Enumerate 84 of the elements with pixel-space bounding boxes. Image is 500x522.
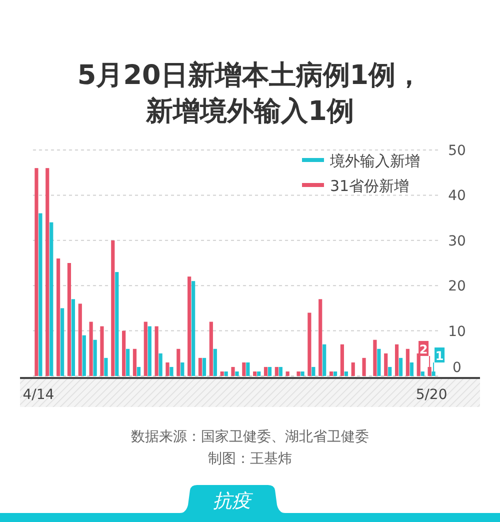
bar [82, 335, 86, 376]
bar [166, 362, 170, 376]
bar [312, 366, 316, 376]
bar [264, 366, 268, 376]
bar [188, 276, 192, 376]
bar [384, 353, 388, 376]
bar [71, 299, 76, 376]
bar [132, 348, 137, 376]
bar [93, 340, 97, 376]
bar [158, 353, 162, 376]
bar [60, 308, 64, 376]
bar [198, 358, 202, 376]
bar [274, 366, 278, 376]
bar [104, 358, 108, 376]
bar [100, 326, 104, 376]
text: 制图：王基炜 [208, 451, 292, 467]
bar [333, 371, 338, 376]
bar [340, 344, 344, 376]
bar [148, 326, 152, 376]
bar [351, 362, 355, 376]
bar [388, 366, 392, 376]
bar [144, 322, 148, 376]
legend-label: 境外输入新增 [329, 152, 420, 170]
bar [136, 366, 141, 376]
bar [46, 168, 50, 376]
bar [224, 371, 228, 376]
bar [300, 371, 304, 376]
bar [373, 340, 377, 376]
bar [394, 344, 399, 376]
bar [213, 348, 217, 376]
text: 抗疫 [213, 490, 254, 512]
y-tick-label: 40 [448, 188, 466, 204]
y-tick-label: 30 [448, 233, 466, 250]
x-tick-label: 5/20 [416, 387, 448, 403]
bar [242, 362, 246, 376]
bar [344, 371, 348, 376]
bar [322, 344, 326, 376]
bar [111, 240, 115, 376]
bar [78, 304, 82, 376]
bar [170, 366, 174, 376]
bar [398, 358, 403, 376]
bar [296, 371, 300, 376]
bar [231, 366, 235, 376]
y-tick-label: 20 [448, 278, 466, 295]
bar [122, 330, 126, 376]
bar [253, 371, 257, 376]
bar [406, 348, 410, 376]
y-tick-label: 50 [448, 143, 466, 159]
bar [410, 362, 414, 376]
data-label: 2 [419, 342, 428, 356]
bar [89, 322, 93, 376]
y-tick-label: 10 [448, 324, 466, 340]
bar [318, 299, 322, 376]
bar [38, 213, 42, 376]
bar [420, 371, 424, 376]
bar [176, 348, 180, 376]
bar [209, 322, 213, 376]
bar [268, 366, 272, 376]
data-label: 1 [435, 348, 444, 363]
x-tick-label: 4/14 [22, 387, 54, 403]
bar [286, 371, 290, 376]
bar [56, 258, 60, 376]
bar [308, 312, 312, 376]
y-tick-label: 0 [452, 360, 462, 376]
bar [377, 348, 381, 376]
bar [154, 326, 158, 376]
bar [126, 348, 130, 376]
bar [220, 371, 224, 376]
bar [115, 272, 119, 376]
bar [34, 168, 38, 376]
bar [362, 358, 366, 376]
bar [257, 371, 261, 376]
bar [246, 362, 250, 376]
bar [278, 366, 282, 376]
bar [50, 222, 54, 376]
bar [202, 358, 206, 376]
bar [192, 281, 196, 376]
bar [235, 371, 239, 376]
source-note: 数据来源：国家卫健委、湖北省卫健委 [131, 429, 369, 445]
legend-label: 31省份新增 [330, 177, 410, 195]
chart-title: 5月20日新增本土病例1例，新增境外输入1例 [76, 59, 424, 129]
bar [329, 371, 334, 376]
bar [180, 362, 184, 376]
bar [67, 263, 72, 376]
